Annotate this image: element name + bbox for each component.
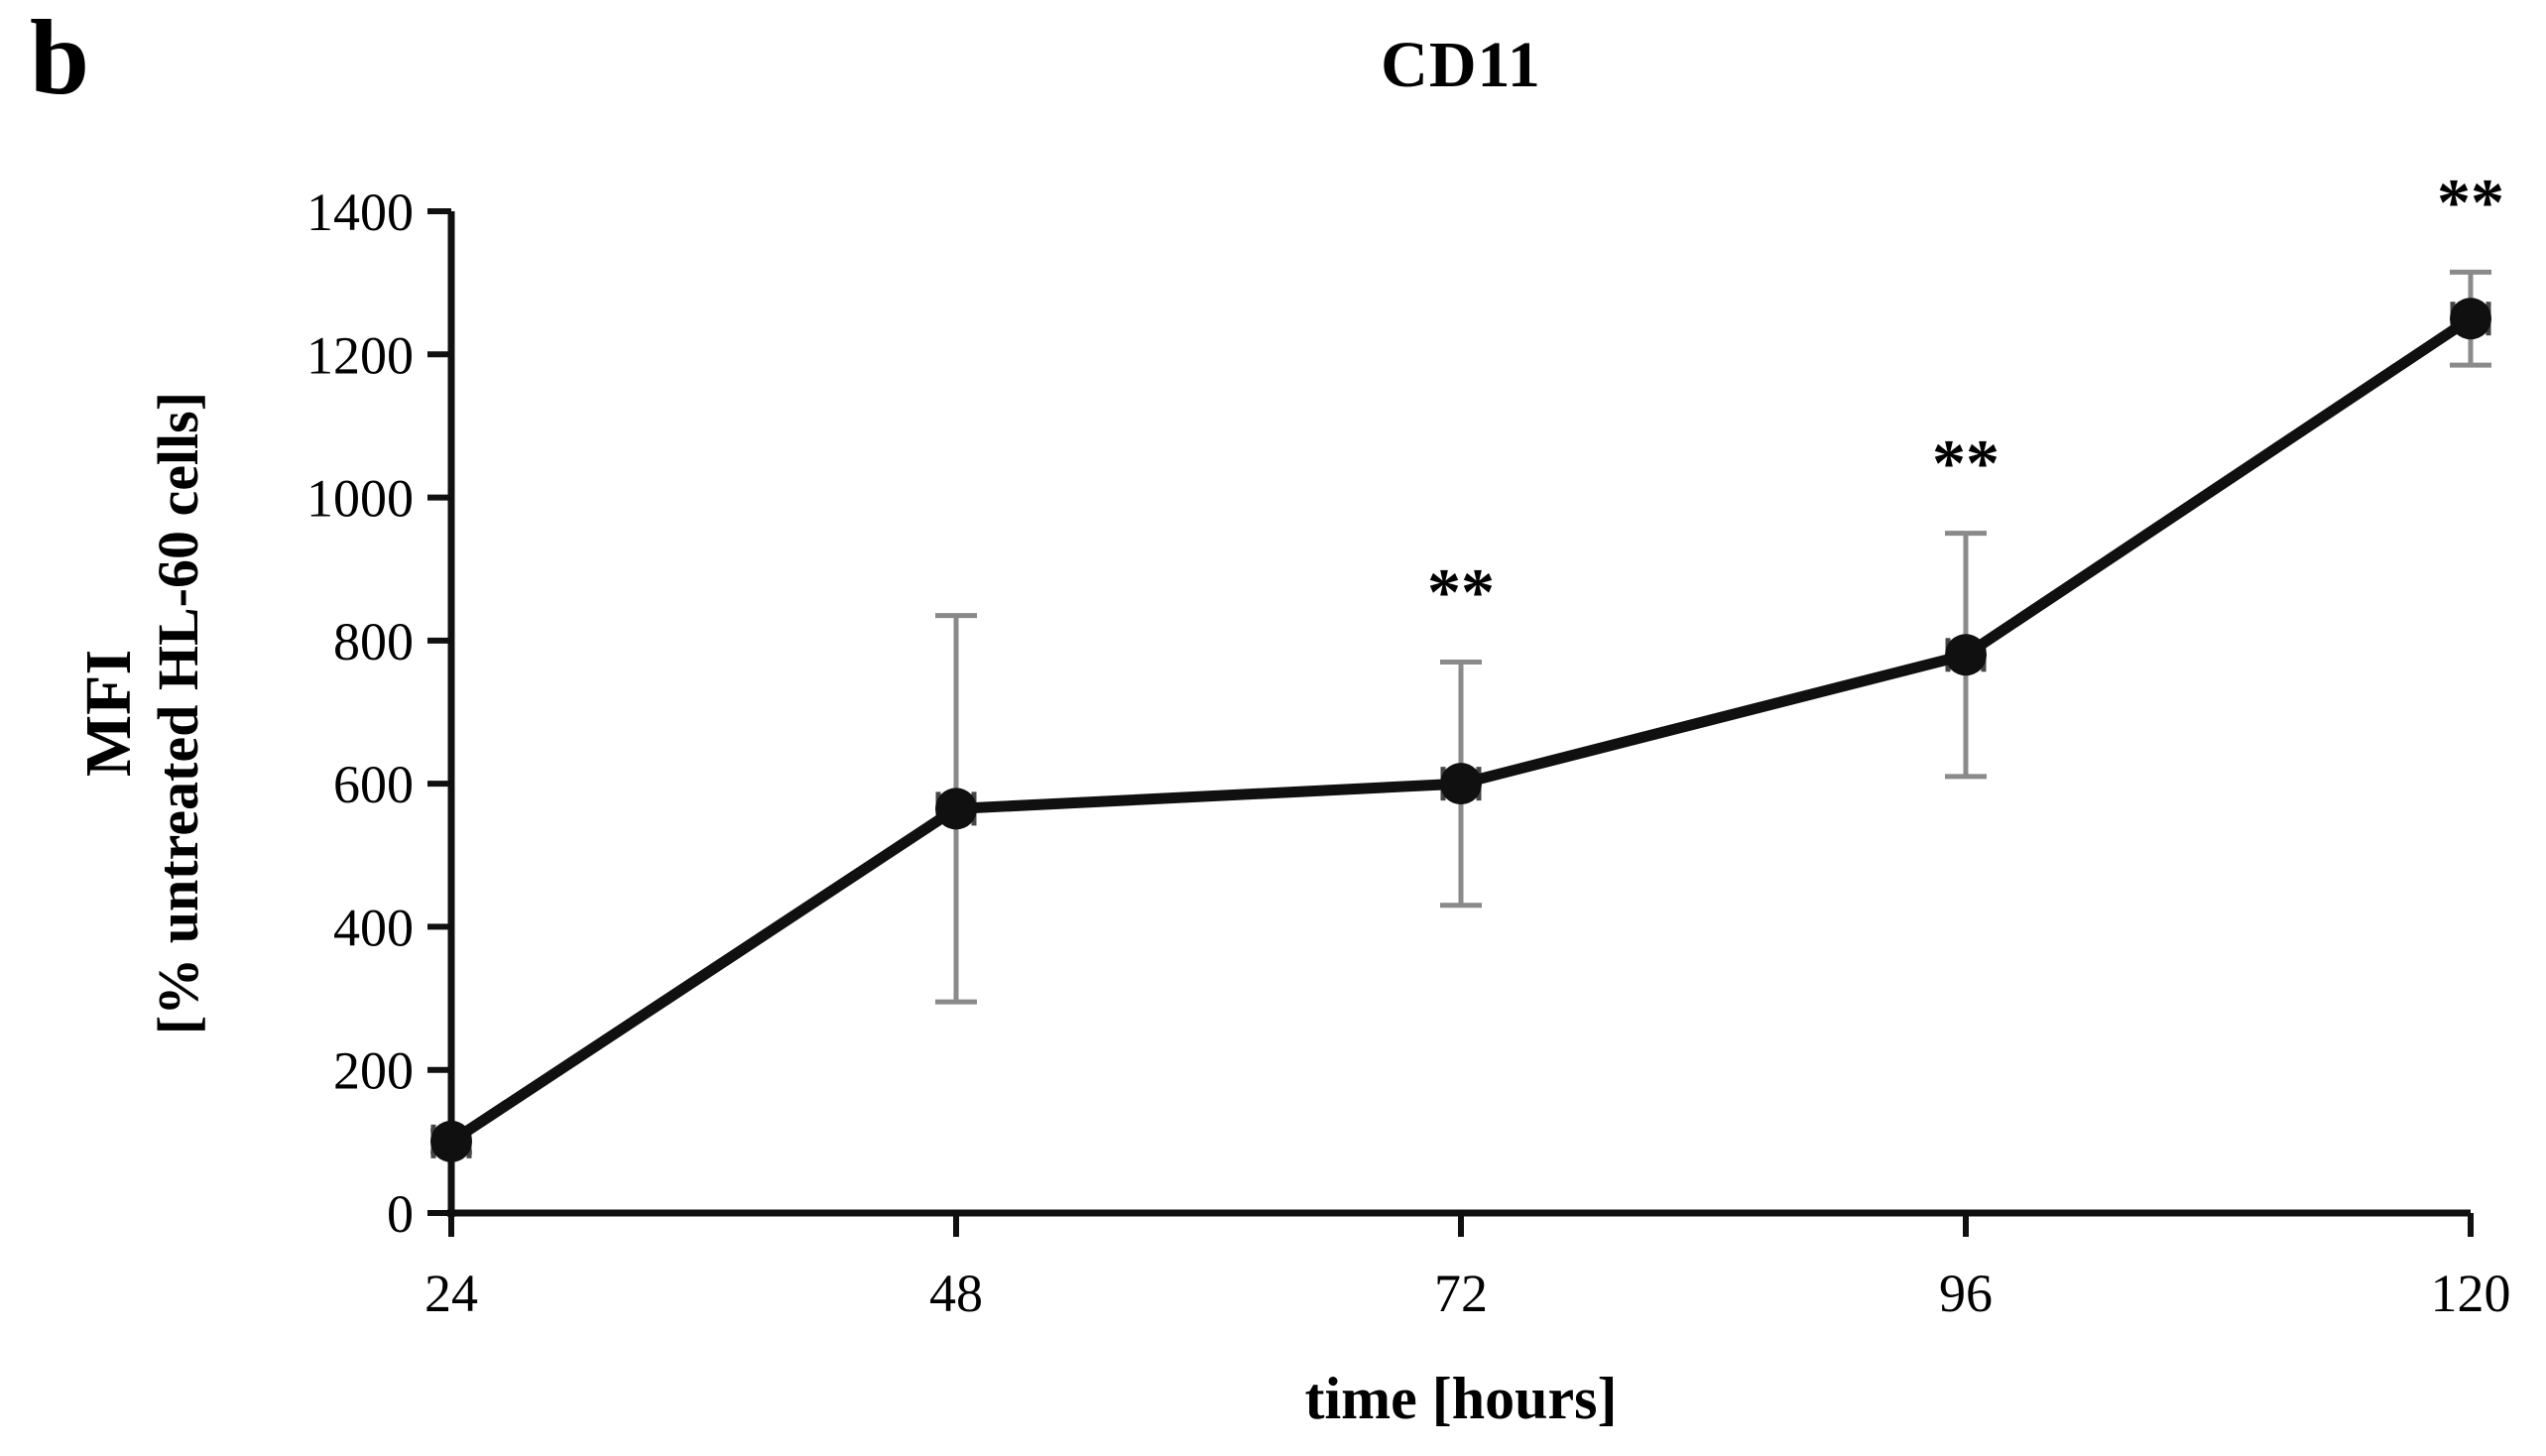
y-tick-label: 0: [387, 1184, 414, 1244]
y-tick-label: 200: [333, 1041, 414, 1101]
data-point-marker: [935, 788, 977, 830]
data-point-marker: [430, 1120, 472, 1162]
significance-marker: **: [1932, 425, 2000, 501]
data-point-marker: [1440, 763, 1482, 805]
x-tick-label: 24: [424, 1264, 478, 1323]
significance-marker: **: [1427, 554, 1495, 630]
y-tick-label: 400: [333, 898, 414, 957]
significance-marker: **: [2437, 164, 2504, 239]
data-point-marker: [1945, 634, 1987, 676]
x-tick-label: 72: [1434, 1264, 1488, 1323]
x-tick-label: 120: [2431, 1264, 2511, 1323]
y-tick-label: 1000: [306, 469, 414, 529]
x-tick-label: 48: [929, 1264, 983, 1323]
x-tick-label: 96: [1939, 1264, 1993, 1323]
y-tick-label: 1400: [306, 182, 414, 242]
panel-label: b: [30, 0, 90, 117]
data-point-marker: [2450, 298, 2491, 340]
y-tick-label: 600: [333, 755, 414, 814]
x-axis-title: time [hours]: [1304, 1366, 1618, 1431]
y-tick-label: 1200: [306, 325, 414, 385]
chart-title: CD11: [1381, 29, 1541, 101]
y-tick-label: 800: [333, 612, 414, 671]
